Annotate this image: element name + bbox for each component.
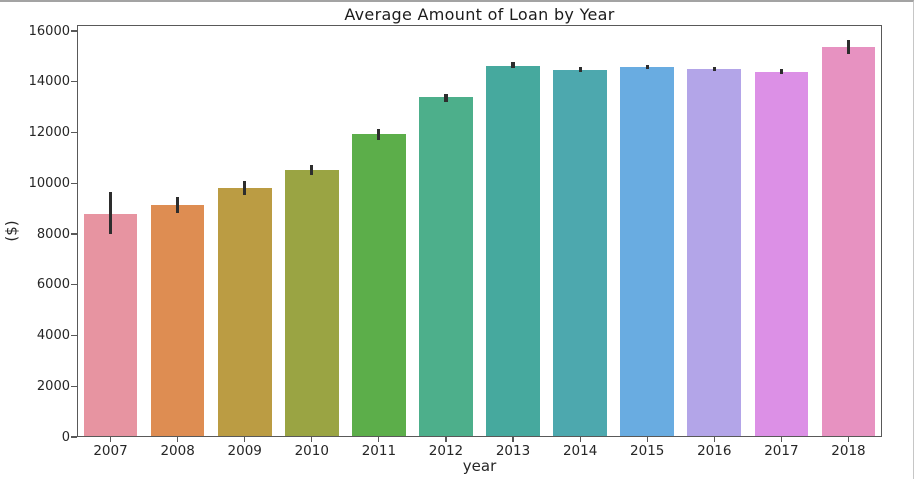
x-tick-label: 2017	[764, 443, 799, 459]
x-tick-label: 2015	[630, 443, 665, 459]
error-bar-2007	[108, 192, 113, 234]
bar-2015	[620, 66, 675, 436]
bar-2010	[284, 169, 339, 436]
error-bar-2010	[310, 164, 314, 175]
bar-2018	[821, 47, 876, 436]
x-tick-label: 2013	[495, 443, 531, 459]
y-tick-label: 14000	[28, 74, 70, 90]
x-tick-label: 2011	[361, 443, 397, 459]
y-tick-mark	[71, 30, 77, 32]
x-tick-label: 2009	[227, 443, 262, 459]
y-tick-mark	[71, 334, 77, 337]
y-tick-label: 6000	[36, 277, 70, 293]
bar-2007	[83, 213, 138, 436]
error-bar-2014	[578, 67, 582, 72]
bar-2011	[352, 133, 406, 436]
x-tick-label: 2016	[697, 443, 732, 459]
x-tick-label: 2010	[294, 443, 329, 459]
error-bar-2011	[377, 129, 381, 140]
bar-2008	[150, 204, 205, 436]
y-tick-label: 0	[61, 429, 70, 445]
plot-area	[77, 25, 882, 437]
x-axis-label: year	[462, 457, 497, 475]
y-tick-label: 8000	[36, 226, 70, 242]
x-tick-mark	[445, 437, 447, 442]
error-bar-2017	[779, 69, 783, 74]
bar-2009	[217, 187, 272, 436]
y-tick-mark	[71, 385, 77, 387]
y-tick-mark	[71, 182, 77, 184]
x-tick-mark	[244, 437, 246, 442]
x-tick-mark	[311, 437, 313, 442]
y-tick-label: 10000	[28, 175, 70, 191]
x-tick-mark	[378, 437, 380, 442]
bar-2012	[419, 97, 473, 436]
y-tick-mark	[71, 233, 77, 235]
x-tick-label: 2014	[562, 443, 598, 459]
y-tick-label: 2000	[36, 378, 70, 394]
x-tick-mark	[109, 437, 112, 442]
error-bar-2015	[645, 64, 649, 69]
y-tick-mark	[71, 81, 77, 83]
error-bar-2018	[846, 39, 851, 54]
error-bar-2013	[511, 62, 515, 69]
bar-2014	[553, 69, 607, 436]
x-tick-mark	[177, 437, 179, 442]
chart-title: Average Amount of Loan by Year	[344, 5, 615, 24]
y-tick-mark	[71, 284, 77, 286]
x-tick-mark	[780, 437, 782, 442]
error-bar-2008	[176, 196, 180, 213]
x-tick-label: 2018	[831, 443, 866, 459]
error-bar-2016	[712, 66, 716, 72]
bar-2017	[754, 71, 809, 436]
x-tick-mark	[512, 437, 514, 442]
x-tick-mark	[579, 437, 581, 442]
bar-2016	[687, 68, 742, 436]
y-tick-mark	[71, 436, 77, 438]
y-tick-mark	[71, 131, 77, 134]
x-tick-label: 2012	[428, 443, 464, 459]
error-bar-2012	[444, 94, 448, 102]
x-tick-mark	[713, 437, 715, 442]
y-tick-label: 16000	[28, 23, 70, 39]
bar-2013	[486, 65, 540, 436]
y-tick-label: 12000	[28, 125, 70, 141]
error-bar-2009	[243, 180, 247, 195]
x-tick-label: 2008	[160, 443, 195, 459]
x-tick-label: 2007	[93, 443, 128, 459]
x-tick-mark	[646, 437, 648, 442]
y-tick-label: 4000	[36, 328, 70, 344]
x-tick-mark	[847, 437, 850, 442]
